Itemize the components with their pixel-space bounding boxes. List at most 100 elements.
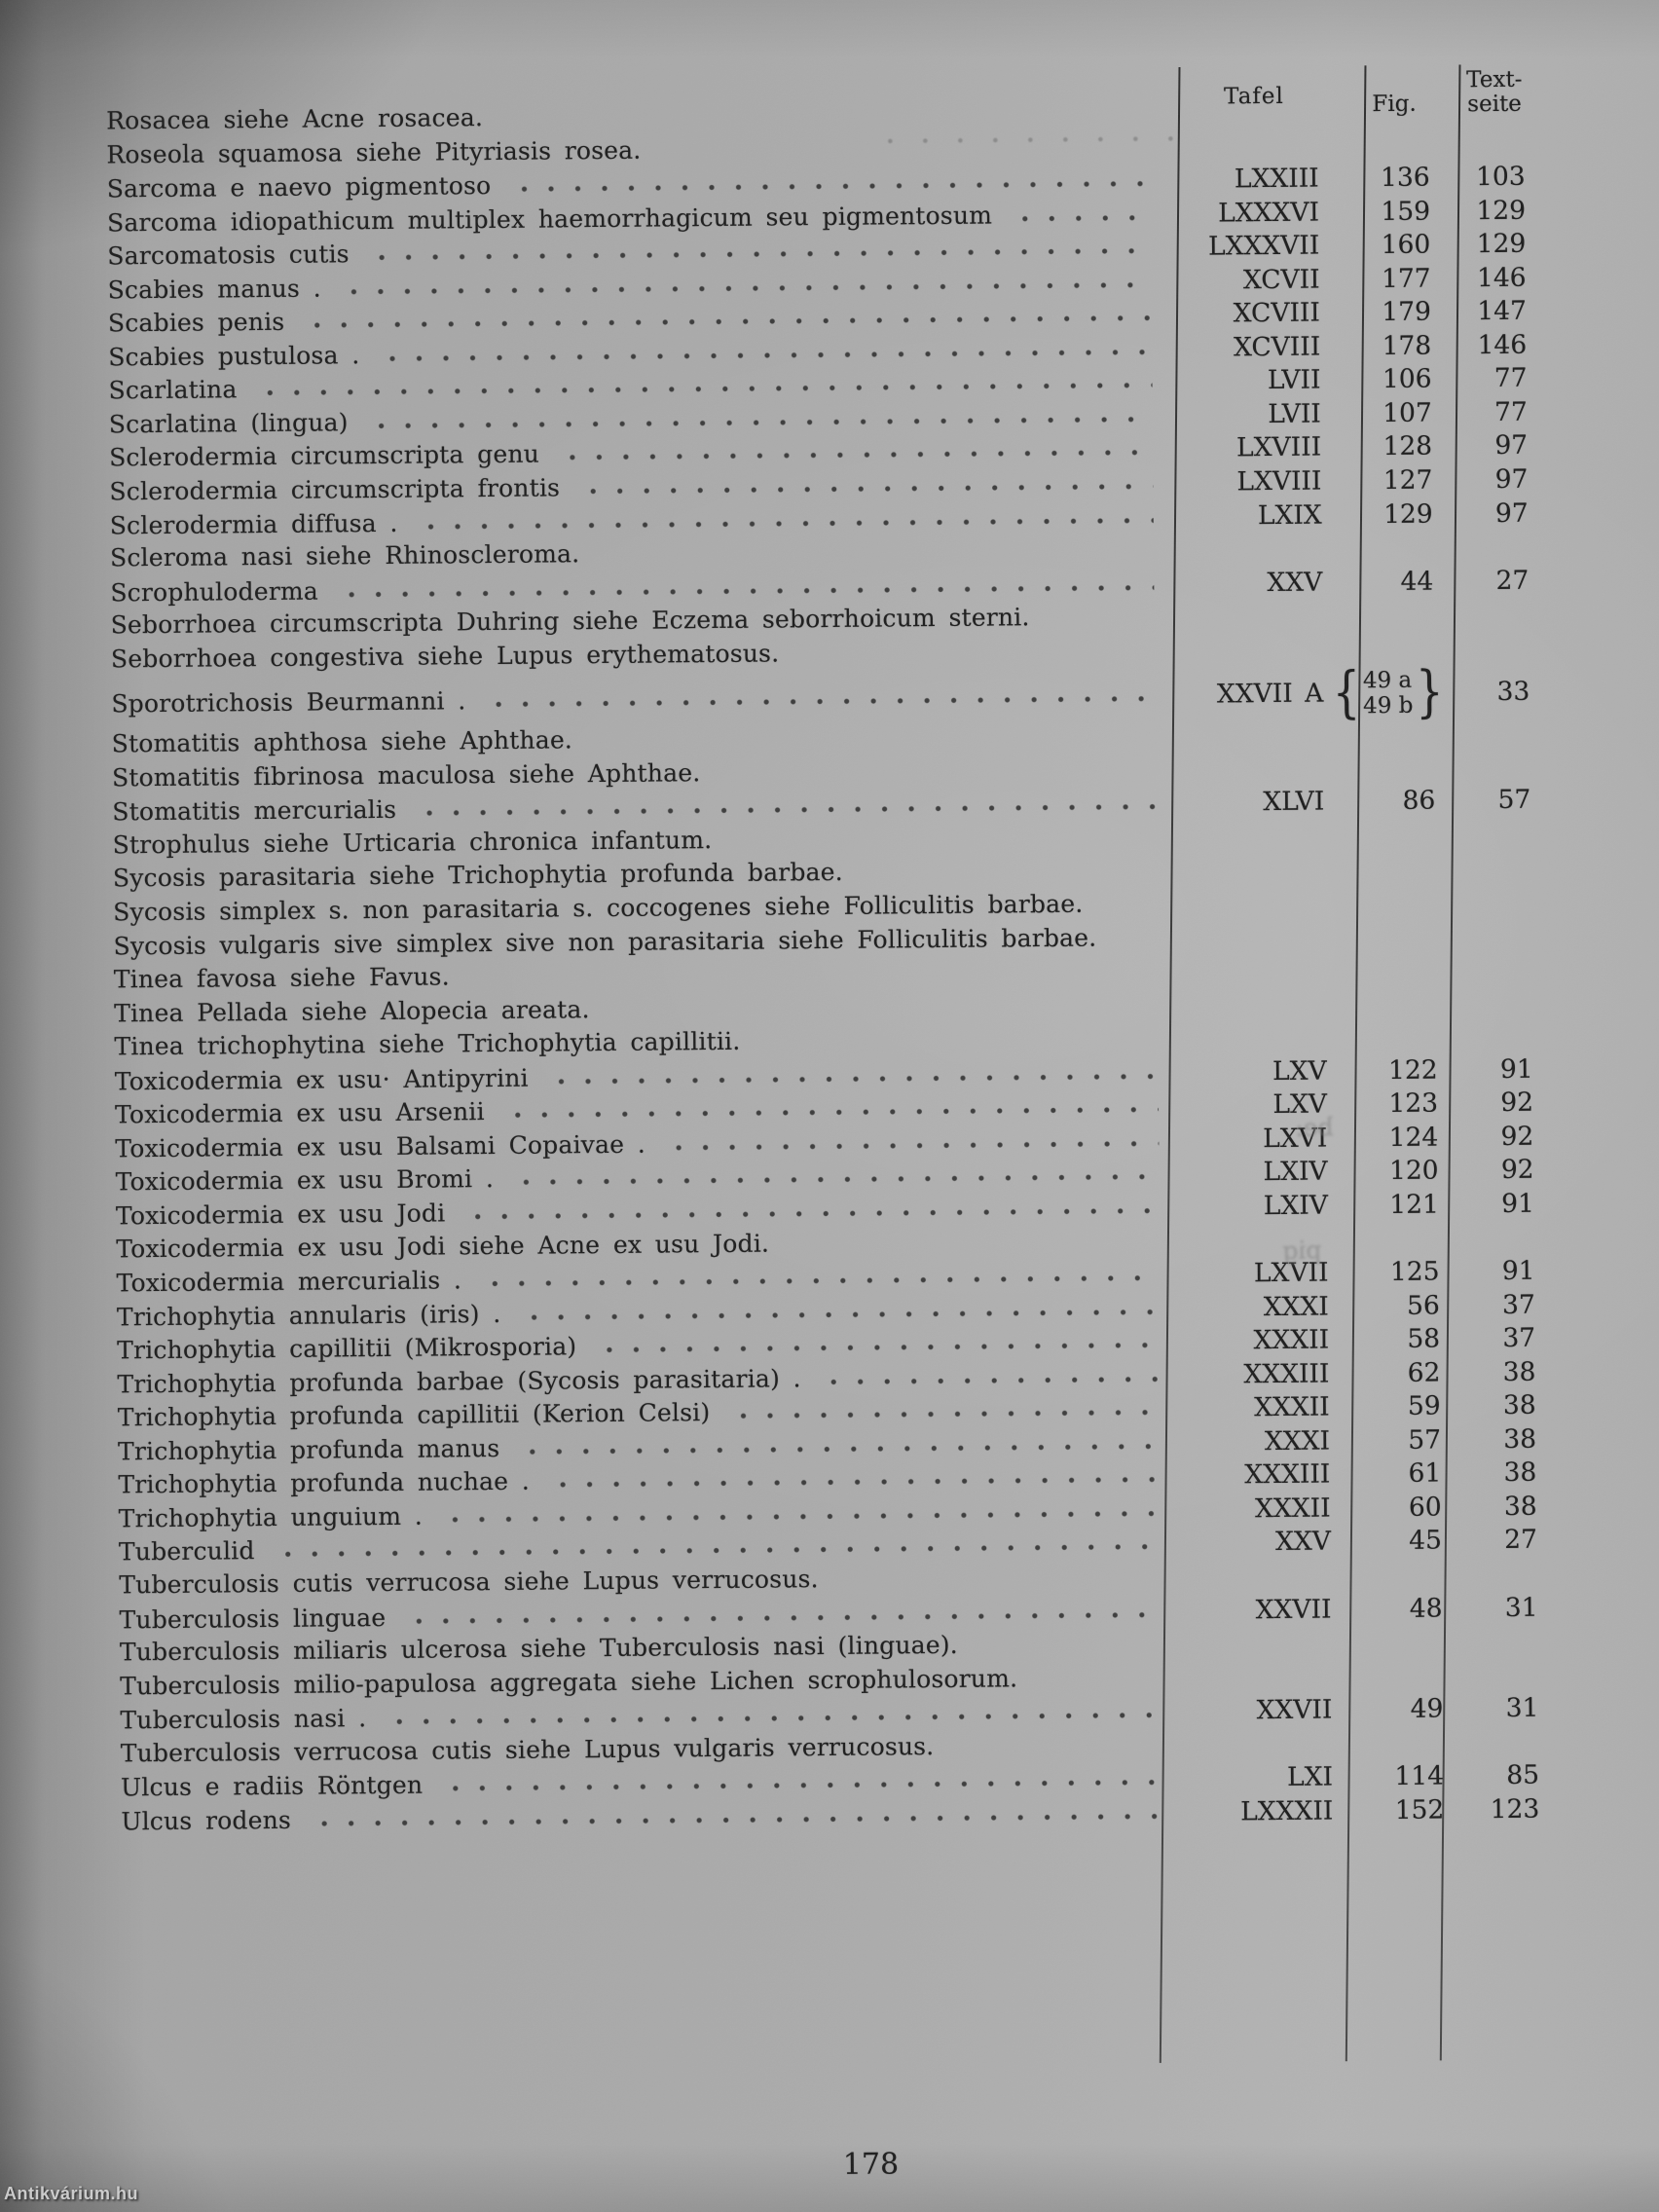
fig-value: 106 [1382,363,1432,395]
seite-value: 92 [1500,1088,1534,1119]
tafel-value: XCVIII [1233,297,1321,329]
tafel-value [1173,1683,1361,1685]
tafel-value: LXV [1272,1055,1327,1087]
seite-value [1456,1681,1563,1682]
entry-text: Seborrhoea congestiva siehe Lupus erythe… [110,639,780,674]
dot-leader [1033,1663,1163,1698]
dot-leader [515,1426,1162,1467]
seite-value: 38 [1502,1389,1536,1421]
entry-text: Strophulus siehe Urticaria chronica infa… [112,825,713,860]
seite-value: 57 [1497,785,1531,816]
fig-value [1353,741,1448,742]
seite-value [1449,840,1556,841]
dot-leader [716,755,1156,792]
seite-value [1447,621,1554,622]
fig-value: 107 [1382,397,1432,428]
fig-value: 124 [1388,1122,1439,1153]
index-rows: Rosacea siehe Acne rosacea. Roseola squam… [0,94,1564,1841]
dot-leader [592,1326,1161,1365]
entry-text: Trichophytia profunda manus [117,1433,500,1466]
entry-text: Ulcus e radiis Röntgen [120,1770,424,1802]
tafel-value: LXVIII [1236,465,1322,498]
tafel-value [1160,152,1347,154]
entry-text: Rosacea siehe Acne rosacea. [106,103,484,135]
tafel-value: LXI [1286,1761,1334,1793]
fig-value: 129 [1382,498,1433,530]
seite-value: 85 [1506,1759,1540,1791]
seite-value [1447,654,1554,655]
dot-leader [1007,198,1152,234]
seite-value: 37 [1502,1322,1536,1354]
entry-text: Sarcoma idiopathicum multiplex haemorrha… [106,201,993,238]
seite-value: 31 [1505,1692,1539,1724]
dot-leader [727,822,1157,859]
seite-value: 97 [1494,463,1529,496]
entry-text: Toxicodermia ex usu· Antipyrini [114,1063,529,1096]
seite-value: 92 [1500,1121,1534,1152]
entry-text: Toxicodermia ex usu Arsenii [114,1097,485,1129]
seite-value: 31 [1504,1592,1538,1623]
tafel-value [1163,555,1351,557]
seite-value: 147 [1477,296,1528,327]
seite-value: 27 [1495,565,1530,596]
dot-leader [333,568,1155,609]
entry-text: Scleroma nasi siehe Rhinoscleroma. [109,539,580,572]
dot-leader [481,669,1156,727]
entry-text: Sclerodermia circumscripta genu [109,440,540,472]
entry-text: Sclerodermia circumscripta frontis [109,473,561,506]
entry-text: Tinea trichophytina siehe Trichophytia c… [114,1027,741,1061]
fig-value [1347,117,1442,118]
seite-value: 91 [1501,1255,1535,1287]
seite-value [1456,1749,1564,1750]
entry-text: Trichophytia profunda nuchae . [118,1467,531,1499]
entry-text: Sporotrichosis Beurmanni . [111,686,466,719]
tafel-value: XXVII [1256,1694,1333,1726]
entry-text: Tinea favosa siehe Favus. [113,962,450,994]
seite-value [1452,1244,1559,1245]
tafel-value: XXXIII [1244,1458,1331,1491]
seite-value [1456,1648,1563,1649]
fig-value [1355,942,1450,943]
seite-value: 91 [1501,1188,1535,1219]
entry-text: Toxicodermia mercurialis . [116,1266,462,1298]
seite-value [1449,908,1556,909]
fig-value: 128 [1382,431,1433,462]
fig-value: 121 [1389,1189,1440,1220]
dot-leader [949,1730,1164,1765]
tafel-value: XXXI [1264,1425,1331,1456]
dot-leader [660,1124,1160,1162]
entry-text: Tuberculosis cutis verrucosa siehe Lupus… [119,1565,819,1600]
entry-text: Roseola squamosa siehe Pityriasis rosea. [106,135,642,168]
fig-value [1362,1750,1456,1751]
seite-value: 92 [1500,1155,1534,1186]
tafel-value: XCVII [1242,264,1320,295]
entry-text: Tuberculosis nasi . [120,1704,367,1735]
tafel-value: LXXXII [1240,1795,1334,1827]
tafel-value: XXXI [1263,1291,1329,1322]
dot-leader [974,1629,1163,1664]
tafel-value: XXXII [1254,1493,1331,1525]
tafel-value: LXXIII [1234,163,1319,195]
fig-value: 58 [1407,1323,1441,1354]
entry-text: Toxicodermia ex usu Balsami Copaivae . [115,1129,646,1163]
fig-subvalue: 49 b [1363,692,1414,719]
tafel-value [1165,775,1353,777]
tafel-value [1167,1044,1355,1046]
fig-value [1352,622,1447,623]
fig-value: 178 [1382,330,1432,361]
fig-value: 57 [1408,1424,1442,1456]
fig-value: 44 [1400,566,1434,597]
entry-text: Sycosis parasitaria siehe Trichophytia p… [112,858,843,893]
fig-value [1352,655,1447,656]
entry-text: Stomatitis aphthosa siehe Aphthae. [111,725,573,758]
fig-stack: 49 a 49 b [1363,668,1414,719]
tafel-value: LXXXVII [1207,230,1320,262]
tafel-value: LVII [1267,364,1321,396]
tafel-value [1167,1011,1355,1013]
dot-leader [606,990,1159,1028]
fig-value: 127 [1382,464,1433,497]
tafel-value [1173,1649,1361,1651]
seite-value: 77 [1493,396,1528,427]
